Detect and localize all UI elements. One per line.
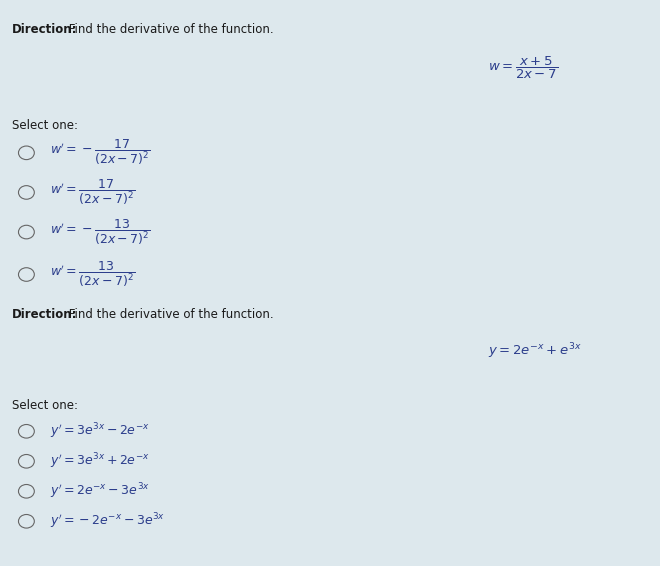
Text: $y' = 3e^{3x} - 2e^{-x}$: $y' = 3e^{3x} - 2e^{-x}$ (50, 422, 149, 441)
Text: Select one:: Select one: (12, 119, 78, 132)
Text: $w' = \dfrac{13}{(2x-7)^2}$: $w' = \dfrac{13}{(2x-7)^2}$ (50, 260, 135, 289)
Text: Direction:: Direction: (12, 308, 77, 321)
Text: Select one:: Select one: (12, 399, 78, 412)
Text: $w' = \dfrac{17}{(2x-7)^2}$: $w' = \dfrac{17}{(2x-7)^2}$ (50, 178, 135, 207)
Text: $y' = -2e^{-x} - 3e^{3x}$: $y' = -2e^{-x} - 3e^{3x}$ (50, 512, 165, 531)
Text: $w = \dfrac{x+5}{2x-7}$: $w = \dfrac{x+5}{2x-7}$ (488, 55, 558, 81)
Text: Find the derivative of the function.: Find the derivative of the function. (65, 23, 273, 36)
Text: $y = 2e^{-x} + e^{3x}$: $y = 2e^{-x} + e^{3x}$ (488, 341, 582, 361)
Text: $y' = 2e^{-x} - 3e^{3x}$: $y' = 2e^{-x} - 3e^{3x}$ (50, 482, 149, 501)
Text: Find the derivative of the function.: Find the derivative of the function. (65, 308, 273, 321)
Text: $w' = -\dfrac{13}{(2x-7)^2}$: $w' = -\dfrac{13}{(2x-7)^2}$ (50, 217, 150, 247)
Text: Direction:: Direction: (12, 23, 77, 36)
Text: $y' = 3e^{3x} + 2e^{-x}$: $y' = 3e^{3x} + 2e^{-x}$ (50, 452, 149, 471)
Text: $w' = -\dfrac{17}{(2x-7)^2}$: $w' = -\dfrac{17}{(2x-7)^2}$ (50, 138, 150, 168)
